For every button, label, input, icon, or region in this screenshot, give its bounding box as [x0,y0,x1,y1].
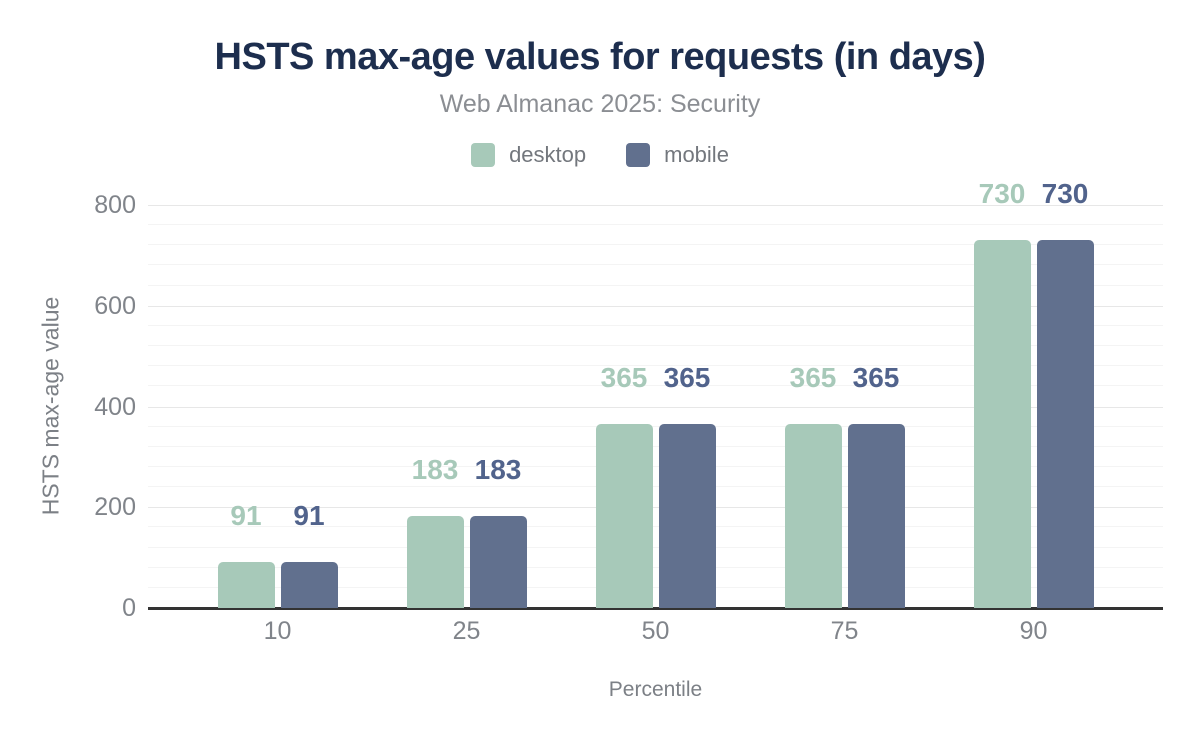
x-axis-title: Percentile [608,678,703,701]
minor-gridline [148,264,1163,266]
major-gridline [148,305,1163,307]
bar-value-label-mobile-p10: 91 [293,500,325,532]
minor-gridline [148,445,1163,447]
major-gridline [148,205,1163,206]
minor-gridline [148,224,1163,226]
minor-gridline [148,324,1163,326]
chart-subtitle: Web Almanac 2025: Security [439,90,761,118]
minor-gridline [148,586,1163,588]
y-tick-label: 200 [94,493,136,522]
bar-desktop-p25[interactable] [406,515,464,608]
minor-gridline [148,244,1163,246]
y-tick-label: 0 [122,594,136,622]
minor-gridline [148,526,1163,528]
minor-gridline [148,365,1163,367]
x-axis-line [148,607,1163,610]
bar-mobile-p25[interactable] [469,515,527,608]
bar-desktop-p50[interactable] [595,424,653,608]
minor-gridline [148,546,1163,548]
bar-desktop-p75[interactable] [784,424,842,608]
minor-gridline [148,345,1163,347]
y-tick-label: 800 [94,191,136,219]
y-tick-label: 600 [94,291,136,320]
major-gridline [148,507,1163,509]
minor-gridline [148,465,1163,467]
plot-area: 91 91 183 183 365 365 365 365 730 730 [148,180,1163,610]
x-tick-label: 90 [1019,617,1048,645]
x-tick-label: 50 [641,617,670,645]
bar-value-label-mobile-p90: 730 [1041,178,1089,210]
minor-gridline [148,425,1163,427]
minor-gridline [148,385,1163,387]
bar-mobile-p10[interactable] [280,562,338,608]
x-tick-label: 10 [263,617,292,645]
bar-value-label-mobile-p75: 365 [852,362,900,394]
bar-value-label-desktop-p90: 730 [978,178,1026,210]
y-tick-label: 400 [94,392,136,421]
bar-value-label-desktop-p75: 365 [789,362,837,394]
chart-title: HSTS max-age values for requests (in day… [214,36,986,78]
legend-swatch-mobile-icon [626,143,651,167]
legend-item-mobile: mobile [626,142,729,168]
x-tick-label: 75 [830,617,859,645]
bar-mobile-p50[interactable] [658,424,716,608]
minor-gridline [148,486,1163,488]
bar-value-label-mobile-p50: 365 [663,362,711,394]
legend: desktop mobile [0,142,1200,168]
legend-label-desktop: desktop [509,142,587,167]
minor-gridline [148,566,1163,568]
bar-value-label-desktop-p10: 91 [230,500,262,532]
bar-mobile-p75[interactable] [847,424,905,608]
bar-value-label-mobile-p25: 183 [474,453,522,485]
major-gridline [148,406,1163,408]
bar-value-label-desktop-p25: 183 [411,453,459,485]
legend-label-mobile: mobile [664,142,729,167]
legend-item-desktop: desktop [471,142,586,168]
x-tick-label: 25 [452,617,481,645]
bar-desktop-p10[interactable] [217,562,275,608]
bar-value-label-desktop-p50: 365 [600,362,648,394]
minor-gridline [148,284,1163,286]
legend-swatch-desktop-icon [471,143,496,167]
bar-mobile-p90[interactable] [1036,240,1094,608]
bar-desktop-p90[interactable] [973,240,1031,608]
